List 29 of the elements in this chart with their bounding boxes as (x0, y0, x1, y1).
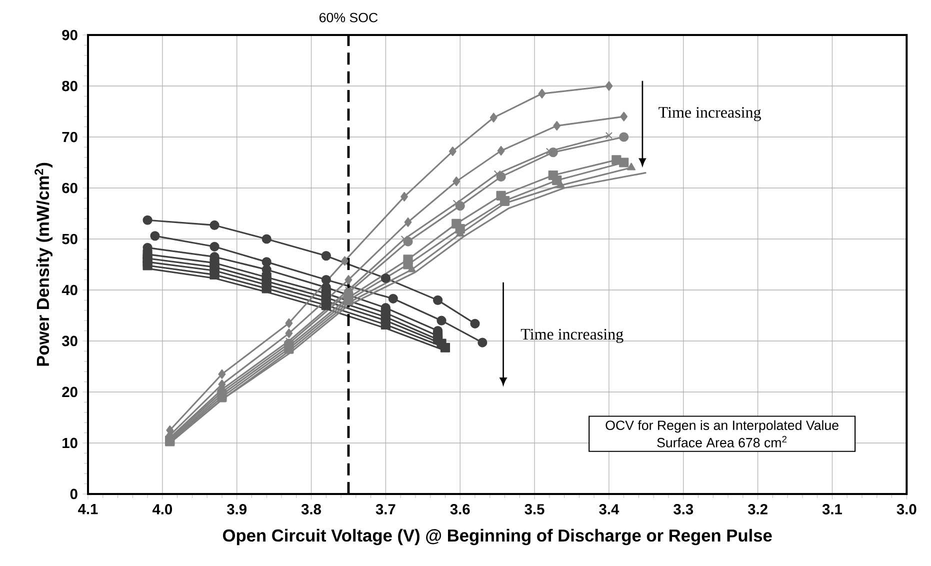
x-tick-label: 3.0 (896, 504, 916, 514)
annotation: Time increasing (520, 328, 624, 343)
x-tick-label: 3.1 (822, 504, 842, 514)
annotation: OCV for Regen is an Interpolated Value (606, 420, 838, 433)
x-tick-label: 3.9 (226, 504, 246, 514)
x-tick-label: 3.4 (599, 504, 620, 514)
x-tick-label: 4.0 (152, 504, 172, 514)
ref-line-label: 60% SOC (320, 12, 378, 22)
y-tick-label: 70 (62, 132, 78, 142)
y-tick-label: 80 (62, 80, 78, 92)
x-tick-label: 4.1 (78, 504, 98, 514)
x-tick-label: 3.8 (301, 504, 321, 514)
y-tick-label: 90 (62, 30, 78, 40)
y-tick-label: 30 (62, 336, 78, 346)
x-tick-label: 3.5 (524, 504, 544, 514)
y-tick-label: 10 (62, 438, 78, 448)
y-axis-title: Power Density (mW/cm$^{2}$) (34, 162, 52, 366)
x-axis-title: Open Circuit Voltage (V) @ Beginning of Discharge or Regen Pulse (222, 528, 772, 546)
y-tick-label: 40 (62, 284, 78, 296)
annotation: Time increasing (658, 107, 761, 122)
x-tick-label: 3.7 (376, 504, 396, 514)
y-tick-label: 50 (62, 234, 78, 244)
y-tick-label: 0 (70, 488, 78, 500)
x-tick-label: 3.3 (674, 504, 694, 514)
x-tick-label: 3.2 (748, 504, 768, 514)
y-tick-label: 20 (62, 386, 78, 398)
annotation: Surface Area 678 cm$^{2}$ (657, 436, 787, 448)
x-tick-label: 3.6 (450, 504, 470, 514)
y-tick-label: 60 (62, 182, 78, 194)
